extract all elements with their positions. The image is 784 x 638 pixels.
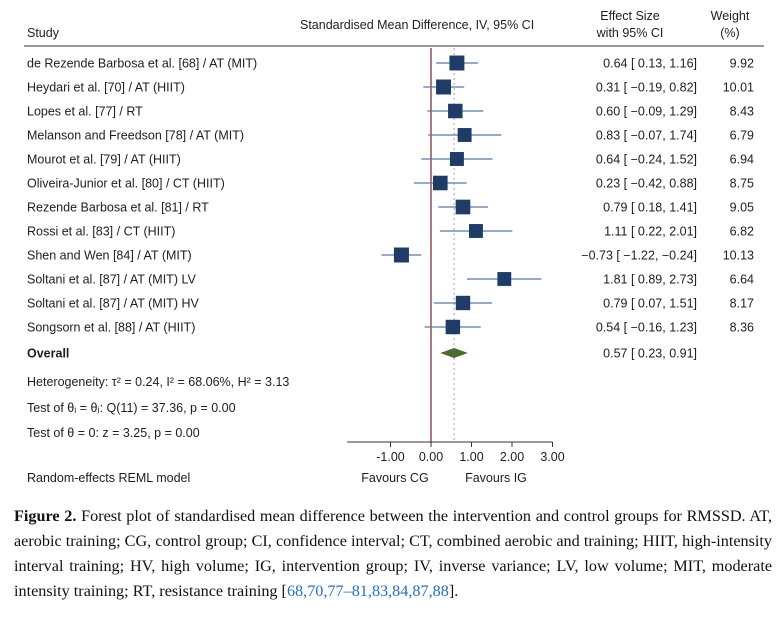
effect-size-box [449, 152, 464, 166]
effect-ci-value: 0.83 [ −0.07, 1.74] [596, 129, 697, 143]
weight-value: 6.79 [730, 129, 754, 143]
effect-ci-value: −0.73 [ −1.22, −0.24] [581, 249, 697, 263]
figure-caption: Figure 2. Forest plot of standardised me… [14, 504, 772, 604]
x-tick-label: 0.00 [419, 450, 443, 464]
figure-caption-label: Figure 2. [14, 507, 77, 525]
weight-value: 6.82 [730, 225, 754, 239]
effect-ci-value: 0.64 [ 0.13, 1.16] [603, 57, 697, 71]
study-row: Oliveira-Junior et al. [80] / CT (HIIT) 0… [27, 175, 754, 191]
effect-size-box [445, 319, 461, 335]
weight-value: 8.43 [730, 105, 754, 119]
effect-size-box [449, 55, 465, 71]
study-label: Melanson and Freedson [78] / AT (MIT) [27, 129, 244, 143]
column-header-weight-line1: Weight [711, 9, 750, 23]
study-row: de Rezende Barbosa et al. [68] / AT (MIT… [27, 55, 754, 71]
effect-ci-value: 0.64 [ −0.24, 1.52] [596, 153, 697, 167]
column-header-weight-line2: (%) [720, 26, 739, 40]
effect-size-box [497, 272, 512, 286]
study-label: Heydari et al. [70] / AT (HIIT) [27, 81, 185, 95]
effect-size-box [455, 199, 471, 215]
study-label: Lopes et al. [77] / RT [27, 105, 143, 119]
effect-ci-value: 1.81 [ 0.89, 2.73] [603, 273, 697, 287]
homogeneity-test-note: Test of θᵢ = θⱼ: Q(11) = 37.36, p = 0.00 [27, 401, 236, 415]
column-header-effect-line1: Effect Size [600, 9, 660, 23]
weight-value: 10.01 [723, 81, 754, 95]
study-label: Rossi et al. [83] / CT (HIIT) [27, 225, 175, 239]
x-axis-title: Standardised Mean Difference, IV, 95% CI [300, 18, 534, 32]
effect-ci-value: 1.11 [ 0.22, 2.01] [604, 225, 697, 239]
x-tick-label: 2.00 [500, 450, 524, 464]
figure-caption-text: Forest plot of standardised mean differe… [14, 507, 772, 600]
x-tick-label: 3.00 [540, 450, 564, 464]
effect-size-box [468, 224, 483, 238]
favours-intervention-label: Favours IG [465, 471, 527, 485]
effect-size-box [436, 79, 452, 95]
forest-plot: Study Standardised Mean Difference, IV, … [24, 9, 764, 485]
study-row: Rezende Barbosa et al. [81] / RT 0.79 [ 0… [27, 199, 754, 215]
column-header-study: Study [27, 26, 60, 40]
effect-ci-value: 0.54 [ −0.16, 1.23] [596, 321, 697, 335]
weight-value: 8.75 [730, 177, 754, 191]
overall-effect-ci: 0.57 [ 0.23, 0.91] [603, 347, 697, 361]
study-row: Songsorn et al. [88] / AT (HIIT) 0.54 [ −… [27, 319, 754, 335]
effect-size-box [393, 247, 409, 263]
study-row: Heydari et al. [70] / AT (HIIT) 0.31 [ −0… [27, 79, 754, 95]
overall-test-note: Test of θ = 0: z = 3.25, p = 0.00 [27, 426, 200, 440]
effect-size-box [455, 295, 471, 311]
figure-caption-end: ]. [448, 582, 459, 600]
study-row: Soltani et al. [87] / AT (MIT) HV 0.79 [ … [27, 295, 754, 311]
weight-value: 6.94 [730, 153, 754, 167]
weight-value: 8.17 [730, 297, 754, 311]
study-label: de Rezende Barbosa et al. [68] / AT (MIT… [27, 57, 257, 71]
overall-diamond [440, 348, 468, 358]
x-tick-label: -1.00 [376, 450, 405, 464]
column-header-effect-line2: with 95% CI [596, 26, 664, 40]
study-row: Mourot et al. [79] / AT (HIIT) 0.64 [ −0.… [27, 152, 754, 167]
effect-ci-value: 0.23 [ −0.42, 0.88] [596, 177, 697, 191]
caption-citations-link[interactable]: 68,70,77–81,83,84,87,88 [286, 582, 449, 600]
study-label: Oliveira-Junior et al. [80] / CT (HIIT) [27, 177, 225, 191]
effect-ci-value: 0.31 [ −0.19, 0.82] [596, 81, 697, 95]
x-axis-ticks: -1.00 0.00 1.00 2.00 3.00 [376, 442, 565, 464]
study-label: Soltani et al. [87] / AT (MIT) HV [27, 297, 199, 311]
weight-value: 8.36 [730, 321, 754, 335]
study-label: Soltani et al. [87] / AT (MIT) LV [27, 273, 196, 287]
weight-value: 9.05 [730, 201, 754, 215]
effect-size-box [433, 175, 448, 191]
weight-value: 10.13 [723, 249, 754, 263]
effect-ci-value: 0.79 [ 0.18, 1.41] [603, 201, 697, 215]
effect-size-box [457, 128, 472, 142]
heterogeneity-note: Heterogeneity: τ² = 0.24, I² = 68.06%, H… [27, 375, 289, 389]
favours-control-label: Favours CG [361, 471, 428, 485]
study-row: Rossi et al. [83] / CT (HIIT) 1.11 [ 0.22… [27, 224, 754, 239]
study-row: Melanson and Freedson [78] / AT (MIT) 0.8… [27, 128, 754, 143]
study-label: Rezende Barbosa et al. [81] / RT [27, 201, 209, 215]
weight-value: 6.64 [730, 273, 754, 287]
effect-ci-value: 0.60 [ −0.09, 1.29] [596, 105, 697, 119]
weight-value: 9.92 [730, 57, 754, 71]
study-row: Lopes et al. [77] / RT 0.60 [ −0.09, 1.29… [27, 103, 754, 119]
model-label: Random-effects REML model [27, 471, 190, 485]
study-row: Soltani et al. [87] / AT (MIT) LV 1.81 [ … [27, 272, 754, 287]
effect-size-box [448, 103, 463, 119]
study-row: Shen and Wen [84] / AT (MIT) −0.73 [ −1.2… [27, 247, 754, 263]
x-tick-label: 1.00 [459, 450, 483, 464]
study-rows: de Rezende Barbosa et al. [68] / AT (MIT… [27, 55, 754, 335]
effect-ci-value: 0.79 [ 0.07, 1.51] [603, 297, 697, 311]
overall-label: Overall [27, 347, 69, 361]
study-label: Shen and Wen [84] / AT (MIT) [27, 249, 192, 263]
study-label: Songsorn et al. [88] / AT (HIIT) [27, 321, 195, 335]
study-label: Mourot et al. [79] / AT (HIIT) [27, 153, 181, 167]
